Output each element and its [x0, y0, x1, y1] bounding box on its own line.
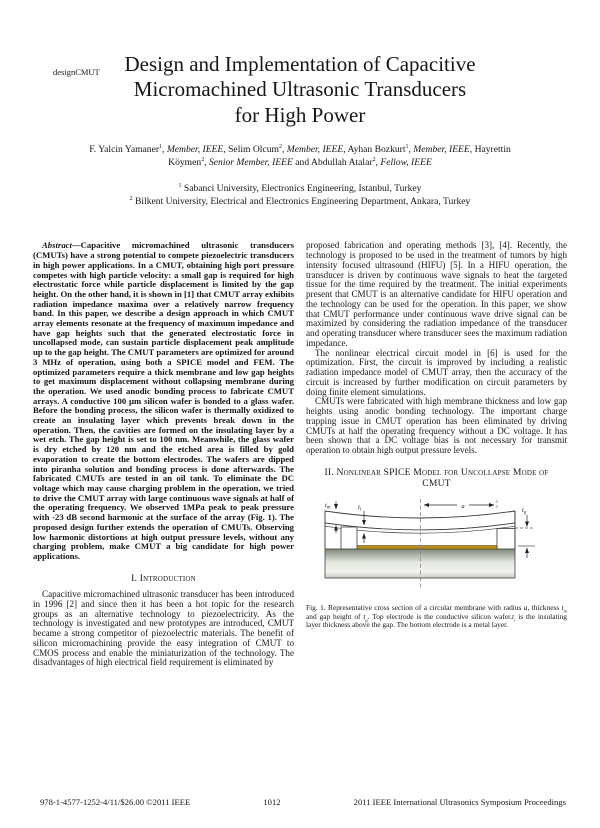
right-column: proposed fabrication and operating metho…: [306, 241, 567, 668]
abstract: Abstract—Capacitive micromachined ultras…: [33, 240, 294, 561]
left-anchor: [340, 526, 357, 550]
bottom-electrode: [350, 545, 497, 550]
glass-substrate: [324, 548, 515, 579]
gap-height-label: tg: [522, 507, 527, 516]
cmut-cross-section-diagram: a tm ti tg: [324, 498, 535, 589]
page-footer: 978-1-4577-1252-4/11/$26.00 ©2011 IEEE 1…: [40, 797, 566, 807]
copyright-notice: 978-1-4577-1252-4/11/$26.00 ©2011 IEEE: [40, 797, 191, 807]
left-column: Abstract—Capacitive micromachined ultras…: [33, 241, 294, 668]
right-anchor: [496, 528, 515, 550]
paper-page: designCMUT Design and Implementation of …: [0, 52, 600, 807]
paper-title: Design and Implementation of Capacitive …: [60, 52, 540, 128]
authors-line: F. Yalcin Yamaner1, Member, IEEE, Selim …: [89, 144, 511, 169]
title-line-1: Design and Implementation of Capacitive: [124, 52, 476, 76]
radius-label: a: [461, 503, 465, 510]
body-paragraph-2: The nonlinear electrical circuit model i…: [306, 347, 567, 397]
figure-1: a tm ti tg Fig. 1. Represe: [306, 498, 567, 630]
insulator-thickness-label: ti: [358, 504, 362, 513]
title-line-2: Micromachined Ultrasonic Transducers: [133, 77, 467, 102]
proceedings-title: 2011 IEEE International Ultrasonics Symp…: [353, 797, 566, 807]
body-paragraph-3: CMUTs were fabricated with high membrane…: [306, 396, 567, 456]
affiliation-1: 1 Sabanci University, Electronics Engine…: [178, 183, 422, 195]
title-line-3: for High Power: [234, 102, 366, 127]
two-column-body: Abstract—Capacitive micromachined ultras…: [33, 241, 567, 668]
figure-1-caption: Fig. 1. Representative cross section of …: [306, 602, 567, 630]
affiliation-2: 2 Bilkent University, Electrical and Ele…: [129, 195, 471, 207]
membrane-thickness-label: tm: [325, 502, 331, 511]
page-number: 1012: [263, 797, 281, 807]
section-heading-introduction: I. Introduction: [131, 572, 196, 584]
body-paragraph-1: proposed fabrication and operating metho…: [306, 240, 567, 348]
introduction-paragraph: Capacitive micromachined ultrasonic tran…: [33, 589, 294, 668]
section-heading-spice-model: II. Nonlinear SPICE Model for Uncollapse…: [324, 466, 549, 490]
affiliations: 1 Sabanci University, Electronics Engine…: [40, 183, 560, 208]
running-head: designCMUT: [53, 67, 100, 77]
